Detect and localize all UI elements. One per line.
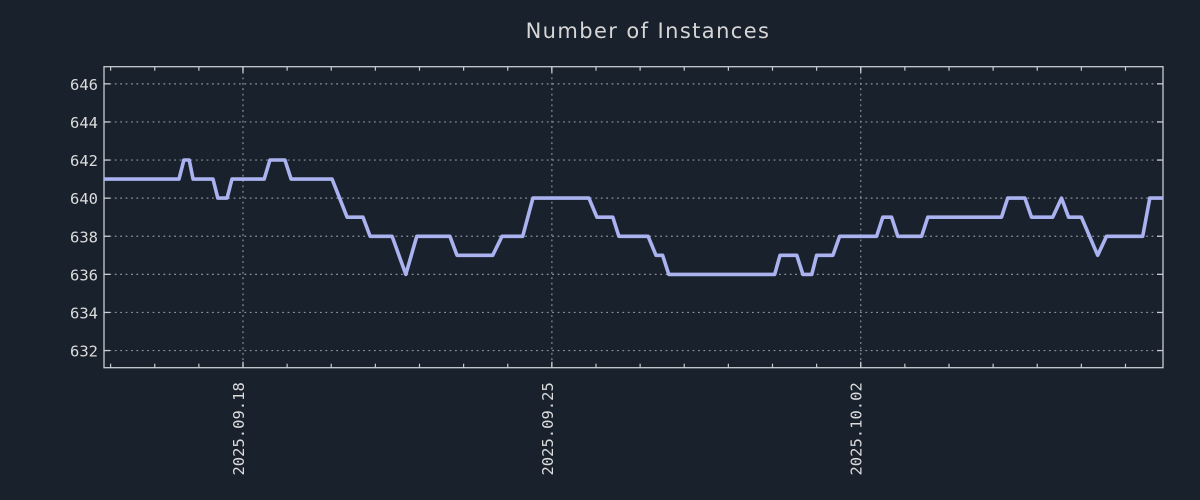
x-date-label: 2025.10.02 bbox=[848, 382, 866, 475]
y-tick-label: 644 bbox=[70, 114, 98, 132]
y-tick-label: 634 bbox=[70, 304, 98, 322]
x-date-label: 2025.09.18 bbox=[230, 382, 248, 475]
y-tick-label: 642 bbox=[70, 152, 98, 170]
tick-label-layer: 632 634 636 638 640 642 644 646 2025.09.18 2025.0… bbox=[70, 76, 866, 476]
y-tick-label: 636 bbox=[70, 266, 98, 284]
y-tick-label: 632 bbox=[70, 343, 98, 361]
y-tick-label: 640 bbox=[70, 190, 98, 208]
y-tick-label: 638 bbox=[70, 228, 98, 246]
y-tick-label: 646 bbox=[70, 76, 98, 94]
grid-layer bbox=[104, 66, 1163, 368]
x-date-label: 2025.09.25 bbox=[539, 382, 557, 475]
axis-layer bbox=[103, 66, 1164, 369]
series-layer bbox=[104, 158, 1163, 277]
plot-border bbox=[103, 66, 1164, 369]
series-line-instances bbox=[104, 158, 1163, 277]
chart-title: Number of Instances bbox=[526, 19, 771, 43]
